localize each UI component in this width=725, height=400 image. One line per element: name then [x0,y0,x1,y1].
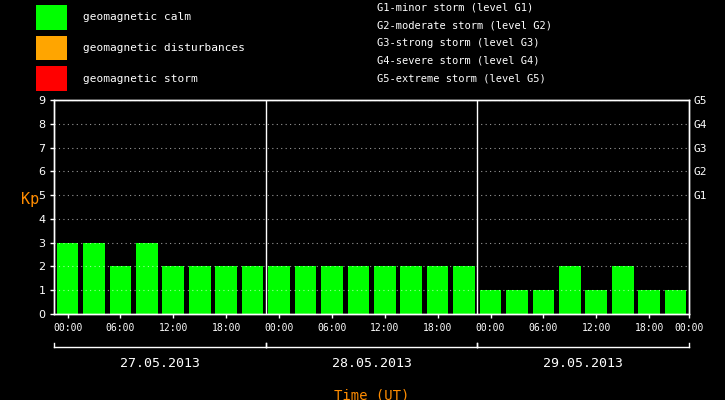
Bar [36,66,67,91]
Bar [427,266,449,314]
Bar [36,5,67,30]
Bar [57,243,78,314]
Bar [109,266,131,314]
Bar [400,266,422,314]
Text: G5-extreme storm (level G5): G5-extreme storm (level G5) [377,74,546,84]
Bar [36,36,67,60]
Bar [506,290,528,314]
Bar [347,266,369,314]
Bar [374,266,396,314]
Text: geomagnetic disturbances: geomagnetic disturbances [83,43,245,53]
Bar [268,266,290,314]
Text: geomagnetic calm: geomagnetic calm [83,12,191,22]
Bar [321,266,343,314]
Text: 27.05.2013: 27.05.2013 [120,357,200,370]
Bar [638,290,660,314]
Text: G3-strong storm (level G3): G3-strong storm (level G3) [377,38,539,48]
Bar [533,290,554,314]
Text: G2-moderate storm (level G2): G2-moderate storm (level G2) [377,20,552,30]
Text: Time (UT): Time (UT) [334,389,409,400]
Bar [189,266,210,314]
Text: G1-minor storm (level G1): G1-minor storm (level G1) [377,3,534,13]
Text: G4-severe storm (level G4): G4-severe storm (level G4) [377,56,539,66]
Bar [215,266,237,314]
Bar [665,290,687,314]
Bar [559,266,581,314]
Y-axis label: Kp: Kp [21,192,39,207]
Bar [585,290,607,314]
Bar [136,243,158,314]
Bar [480,290,502,314]
Bar [162,266,184,314]
Bar [83,243,105,314]
Bar [453,266,475,314]
Text: 28.05.2013: 28.05.2013 [331,357,412,370]
Bar [612,266,634,314]
Text: geomagnetic storm: geomagnetic storm [83,74,198,84]
Bar [241,266,263,314]
Text: 29.05.2013: 29.05.2013 [543,357,623,370]
Bar [294,266,316,314]
